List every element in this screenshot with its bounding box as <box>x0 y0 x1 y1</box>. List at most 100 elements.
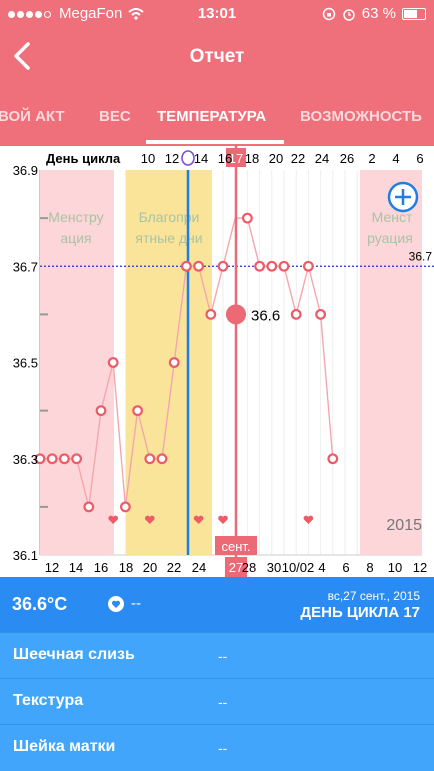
current-cycle-day-text: 17 <box>229 151 243 166</box>
cycle-day-tick: 24 <box>315 151 329 166</box>
note-icon <box>108 596 124 612</box>
cycle-day-tick: 22 <box>291 151 305 166</box>
detail-row-cervical-mucus[interactable]: Шеечная слизь -- <box>0 632 434 679</box>
date-tick-label: 22 <box>167 560 181 575</box>
nav-bar: Отчет <box>0 28 434 86</box>
temperature-point[interactable] <box>132 405 144 417</box>
date-tick-label: 20 <box>143 560 157 575</box>
temperature-chart[interactable]: Менстру ация Благопри ятные дни Менст ру… <box>0 146 434 577</box>
detail-value: -- <box>218 648 228 664</box>
cycle-day-tick: 14 <box>194 151 208 166</box>
cycle-day-tick: 20 <box>269 151 283 166</box>
temperature-point[interactable] <box>266 260 278 272</box>
detail-label: Шеечная слизь <box>13 646 135 663</box>
date-tick-label: 4 <box>318 560 325 575</box>
date-tick-label: 30 <box>267 560 281 575</box>
temperature-point[interactable] <box>327 453 339 465</box>
date-tick-label: 14 <box>69 560 83 575</box>
temperature-point[interactable] <box>254 260 266 272</box>
y-tick-label: 36.1 <box>13 548 38 563</box>
heart-icon <box>108 515 119 524</box>
y-tick-label: 36.3 <box>13 452 38 467</box>
temperature-point[interactable] <box>168 357 180 368</box>
rotation-lock-icon <box>322 7 336 20</box>
back-icon[interactable] <box>6 36 40 76</box>
current-month-badge <box>215 536 257 555</box>
battery-icon <box>402 7 426 20</box>
status-bar: MegaFon 13:01 63 % <box>0 0 434 28</box>
date-tick-label: 24 <box>192 560 206 575</box>
y-tick-label: 36.7 <box>13 259 38 274</box>
date-tick-label: 6 <box>342 560 349 575</box>
current-point[interactable] <box>226 304 246 325</box>
temperature-point[interactable] <box>156 453 168 465</box>
temperature-point[interactable] <box>107 357 119 368</box>
date-tick-label: 16 <box>94 560 108 575</box>
current-date-badge <box>225 557 247 577</box>
temperature-point[interactable] <box>119 501 131 513</box>
temperature-point[interactable] <box>180 260 192 272</box>
tab-temperature[interactable]: ТЕМПЕРАТУРА <box>157 108 267 125</box>
y-tick-label: 36.5 <box>13 356 38 371</box>
date-tick-label: 18 <box>119 560 133 575</box>
tab-sex[interactable]: ВОЙ АКТ <box>0 108 65 125</box>
zone-label-fertile-1: Благопри <box>139 209 200 225</box>
heart-icon <box>218 515 228 524</box>
temperature-point[interactable] <box>290 308 302 320</box>
temperature-point[interactable] <box>34 453 46 465</box>
status-right: 63 % <box>322 5 426 22</box>
cycle-day-tick: 10 <box>141 151 155 166</box>
carrier-name: MegaFon <box>59 5 123 22</box>
zone-label-menstruation-1: Менстру <box>48 209 103 225</box>
report-tabs: ВОЙ АКТ ВЕС ТЕМПЕРАТУРА ВОЗМОЖНОСТЬ <box>0 86 434 146</box>
ovulation-marker-icon <box>181 150 195 166</box>
tab-weight[interactable]: ВЕС <box>99 108 131 125</box>
heart-icon <box>193 515 204 524</box>
date-tick-label: 28 <box>242 560 256 575</box>
temperature-point[interactable] <box>193 260 205 272</box>
temperature-point[interactable] <box>83 501 95 513</box>
heart-icon <box>303 515 314 524</box>
detail-label: Шейка матки <box>13 738 116 755</box>
temperature-point[interactable] <box>205 308 217 320</box>
alarm-icon <box>343 8 355 21</box>
y-tick-label: 36.9 <box>13 163 38 178</box>
temperature-point[interactable] <box>278 260 290 272</box>
cycle-day-tick: 2 <box>368 151 375 166</box>
date-tick-label: 12 <box>413 560 427 575</box>
cycle-day-tick: 16 <box>218 151 232 166</box>
heart-icon <box>144 515 155 524</box>
wifi-icon <box>128 7 145 20</box>
date-tick-label: 8 <box>366 560 373 575</box>
temperature-point[interactable] <box>144 453 156 465</box>
coverline-label: 36.7 <box>409 249 433 263</box>
temperature-point[interactable] <box>46 453 58 465</box>
signal-icon <box>8 5 53 22</box>
cycle-day-tick: 18 <box>245 151 259 166</box>
temperature-point[interactable] <box>303 260 314 272</box>
temperature-point[interactable] <box>241 212 253 224</box>
temperature-point[interactable] <box>315 308 327 320</box>
page-title: Отчет <box>189 46 245 67</box>
add-entry-button[interactable] <box>387 181 419 213</box>
cycle-day-tick: 26 <box>340 151 354 166</box>
temperature-point[interactable] <box>217 260 229 272</box>
current-date-text: 27 <box>229 560 243 575</box>
current-month-text: сент. <box>221 539 250 554</box>
detail-row-texture[interactable]: Текстура -- <box>0 678 434 725</box>
current-value-label: 36.6 <box>251 307 280 324</box>
active-tab-indicator <box>146 140 284 144</box>
detail-row-cervix[interactable]: Шейка матки -- <box>0 724 434 771</box>
tab-possibility[interactable]: ВОЗМОЖНОСТЬ <box>300 108 422 125</box>
status-time: 13:01 <box>197 5 237 22</box>
cycle-day-tick: 4 <box>392 151 399 166</box>
temperature-point[interactable] <box>95 405 107 417</box>
date-tick-label: 10 <box>388 560 402 575</box>
temperature-point[interactable] <box>71 453 82 465</box>
summary-bar: 36.6°C -- вс,27 сент., 2015 ДЕНЬ ЦИКЛА 1… <box>0 577 434 632</box>
cycle-day-tick: 12 <box>165 151 179 166</box>
summary-temperature: 36.6°C <box>12 594 68 614</box>
summary-cycle-day: ДЕНЬ ЦИКЛА 17 <box>300 604 420 621</box>
zone-label-menstruation-next-1: Менст <box>372 209 413 225</box>
temperature-point[interactable] <box>59 453 70 465</box>
